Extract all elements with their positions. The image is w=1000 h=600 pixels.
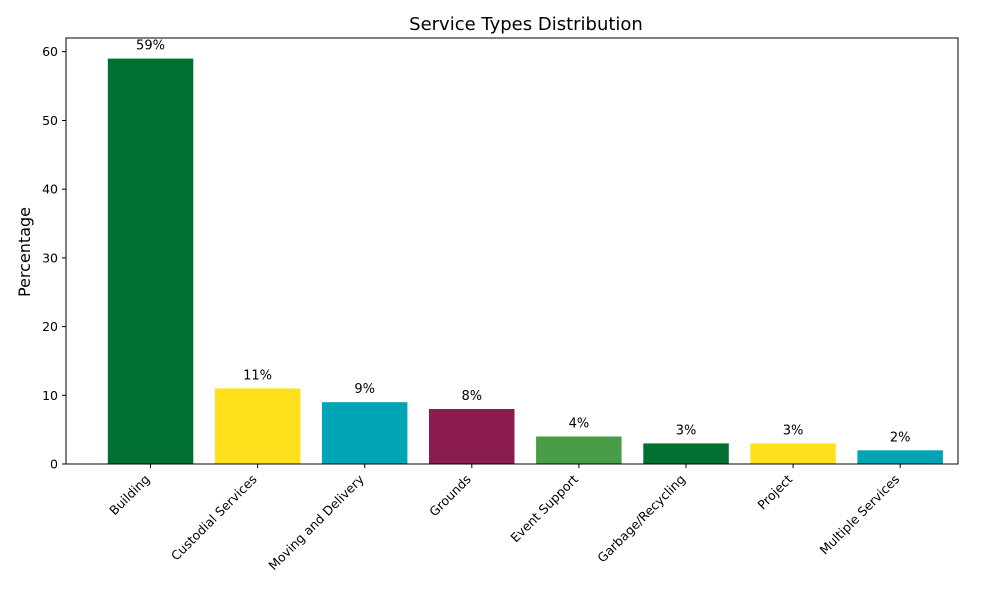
data-label-grounds: 8% bbox=[461, 389, 482, 404]
x-tick-label-garbage-recycling: Garbage/Recycling bbox=[594, 472, 688, 566]
y-tick-label-20: 20 bbox=[42, 319, 58, 334]
y-tick-label-50: 50 bbox=[42, 113, 58, 128]
bar-building bbox=[107, 58, 194, 464]
y-axis-title: Percentage bbox=[15, 207, 34, 297]
chart-title: Service Types Distribution bbox=[409, 14, 643, 35]
bar-moving-and-delivery bbox=[321, 402, 408, 464]
x-tick-label-moving-and-delivery: Moving and Delivery bbox=[265, 471, 367, 573]
data-label-moving-and-delivery: 9% bbox=[354, 382, 375, 397]
data-label-project: 3% bbox=[783, 423, 804, 438]
bars-group bbox=[107, 58, 943, 464]
bar-event-support bbox=[536, 436, 622, 464]
x-axis-ticks: Building Custodial Services Moving and Del… bbox=[106, 464, 902, 573]
data-labels-group: 59% 11% 9% 8% 4% 3% 3% 2% bbox=[136, 39, 910, 446]
data-label-garbage-recycling: 3% bbox=[676, 423, 697, 438]
x-tick-label-grounds: Grounds bbox=[426, 472, 474, 520]
x-tick-label-multiple-services: Multiple Services bbox=[817, 472, 903, 558]
x-tick-label-building: Building bbox=[106, 472, 152, 518]
y-tick-label-30: 30 bbox=[42, 250, 58, 265]
x-tick-label-event-support: Event Support bbox=[507, 471, 581, 545]
bar-garbage-recycling bbox=[643, 443, 729, 464]
y-tick-label-0: 0 bbox=[50, 457, 58, 472]
bar-multiple-services bbox=[857, 450, 943, 464]
bar-custodial-services bbox=[214, 388, 301, 464]
y-axis-ticks: 0 10 20 30 40 50 60 bbox=[42, 44, 66, 472]
x-tick-label-project: Project bbox=[754, 471, 795, 512]
bar-grounds bbox=[429, 409, 515, 464]
data-label-multiple-services: 2% bbox=[890, 430, 911, 445]
y-tick-label-40: 40 bbox=[42, 182, 58, 197]
y-tick-label-10: 10 bbox=[42, 388, 58, 403]
x-tick-label-custodial-services: Custodial Services bbox=[168, 472, 260, 564]
data-label-building: 59% bbox=[136, 39, 165, 54]
bar-project bbox=[750, 443, 836, 464]
data-label-custodial-services: 11% bbox=[243, 368, 272, 383]
plot-frame bbox=[65, 37, 959, 465]
data-label-event-support: 4% bbox=[569, 417, 590, 432]
y-tick-label-60: 60 bbox=[42, 44, 58, 59]
